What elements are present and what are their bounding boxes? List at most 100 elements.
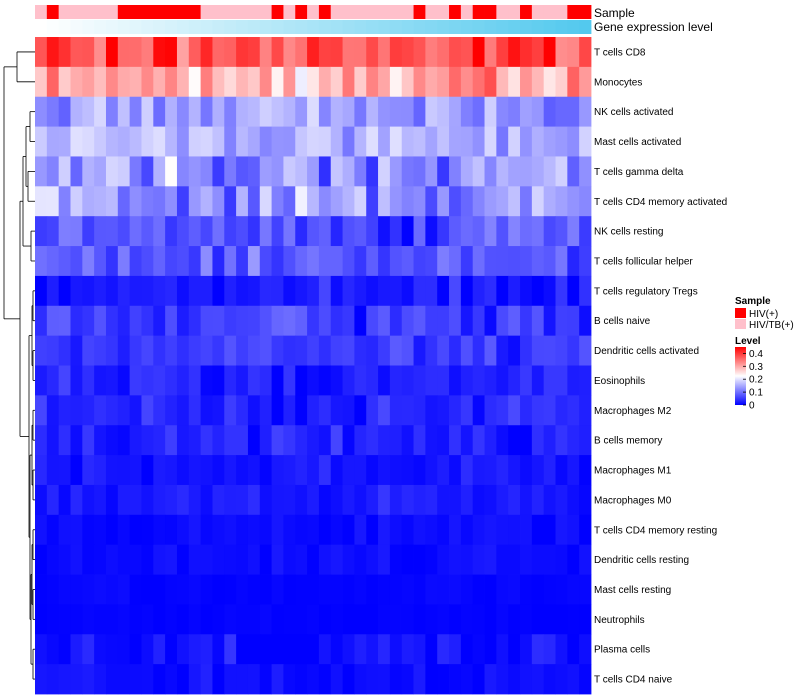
heatmap-cell <box>82 216 95 247</box>
heatmap-cell <box>105 544 119 575</box>
heatmap-cell <box>472 96 485 127</box>
heatmap-cell <box>318 574 332 605</box>
heatmap-cell <box>236 544 249 575</box>
heatmap-cell <box>496 66 509 98</box>
heatmap-cell <box>413 216 426 247</box>
heatmap-cell <box>579 96 592 127</box>
heatmap-cell <box>259 604 272 635</box>
heatmap-cell <box>555 395 568 426</box>
sample-annotation-cell <box>141 5 154 19</box>
heatmap-cell <box>247 66 261 98</box>
heatmap-cell <box>35 186 48 217</box>
heatmap-cell <box>70 216 83 247</box>
heatmap-cell <box>94 484 107 516</box>
legend-swatch-hiv <box>735 308 746 318</box>
heatmap-cell <box>567 186 580 217</box>
heatmap-cell <box>543 634 556 665</box>
heatmap-cell <box>200 484 213 516</box>
heatmap-cell <box>188 455 202 486</box>
heatmap-cell <box>508 305 521 337</box>
row-label-mast-cells-activated: Mast cells activated <box>594 137 681 148</box>
heatmap-cell <box>484 455 497 486</box>
gene-expression-annotation-cell <box>508 20 521 34</box>
heatmap-cell <box>176 365 190 396</box>
heatmap-cell <box>82 246 95 277</box>
heatmap-cell <box>543 604 556 635</box>
heatmap-cell <box>283 335 296 366</box>
heatmap-cell <box>259 664 272 695</box>
heatmap-cell <box>200 37 213 68</box>
heatmap-cell <box>366 156 379 187</box>
heatmap-cell <box>472 37 485 68</box>
heatmap-cell <box>354 305 367 337</box>
heatmap-cell <box>484 335 497 366</box>
heatmap-cell <box>401 156 414 187</box>
heatmap-cell <box>579 574 592 605</box>
heatmap-cell <box>46 275 60 307</box>
heatmap-cell <box>188 604 202 635</box>
heatmap-cell <box>389 544 403 575</box>
heatmap-cell <box>165 186 178 217</box>
sample-annotation-cell <box>165 5 178 19</box>
heatmap-cell <box>129 574 142 605</box>
heatmap-cell <box>283 305 296 337</box>
heatmap-cell <box>342 664 355 695</box>
heatmap-cell <box>295 156 308 187</box>
gene-expression-annotation-cell <box>567 20 580 34</box>
heatmap-cell <box>472 664 485 695</box>
heatmap-cell <box>531 664 545 695</box>
heatmap-cell <box>141 186 154 217</box>
heatmap-cell <box>283 365 296 396</box>
heatmap-cell <box>259 455 272 486</box>
heatmap-cell <box>307 634 320 665</box>
heatmap-cell <box>437 305 450 337</box>
heatmap-cell <box>543 305 556 337</box>
heatmap-cell <box>413 484 426 516</box>
heatmap-cell <box>117 37 131 68</box>
heatmap-cell <box>460 186 474 217</box>
heatmap-cell <box>460 37 474 68</box>
heatmap-cell <box>271 544 284 575</box>
heatmap-cell <box>188 544 202 575</box>
heatmap-cell <box>295 544 308 575</box>
heatmap-cell <box>70 275 83 307</box>
heatmap-cell <box>318 604 332 635</box>
heatmap-cell <box>129 216 142 247</box>
heatmap-cell <box>472 634 485 665</box>
heatmap-cell <box>389 305 403 337</box>
legend-sample-title: Sample <box>735 296 771 307</box>
heatmap-cell <box>342 305 355 337</box>
heatmap-cell <box>389 425 403 456</box>
heatmap-cell <box>165 305 178 337</box>
heatmap-cell <box>105 275 119 307</box>
heatmap-cell <box>307 574 320 605</box>
heatmap-cell <box>58 37 71 68</box>
legend-label-hiv: HIV(+) <box>749 309 778 320</box>
heatmap-cell <box>153 484 166 516</box>
heatmap-cell <box>58 604 71 635</box>
heatmap-cell <box>200 66 213 98</box>
heatmap-cell <box>496 544 509 575</box>
heatmap-cell <box>378 395 391 426</box>
heatmap-cell <box>94 66 107 98</box>
heatmap-cell <box>295 246 308 277</box>
heatmap-cell <box>413 186 426 217</box>
heatmap-cell <box>425 664 438 695</box>
sample-annotation-cell <box>413 5 426 19</box>
heatmap-cell <box>105 37 119 68</box>
gene-expression-annotation-cell <box>212 20 225 34</box>
heatmap-cell <box>508 455 521 486</box>
heatmap-cell <box>212 395 225 426</box>
heatmap-cell <box>520 37 533 68</box>
heatmap-cell <box>567 604 580 635</box>
heatmap-cell <box>449 305 462 337</box>
heatmap-cell <box>354 216 367 247</box>
heatmap-cell <box>82 425 95 456</box>
heatmap-cell <box>82 66 95 98</box>
heatmap-cell <box>295 634 308 665</box>
gene-expression-annotation-cell <box>496 20 509 34</box>
heatmap-cell <box>389 275 403 307</box>
heatmap-cell <box>46 634 60 665</box>
heatmap-cell <box>200 335 213 366</box>
heatmap-cell <box>555 156 568 187</box>
